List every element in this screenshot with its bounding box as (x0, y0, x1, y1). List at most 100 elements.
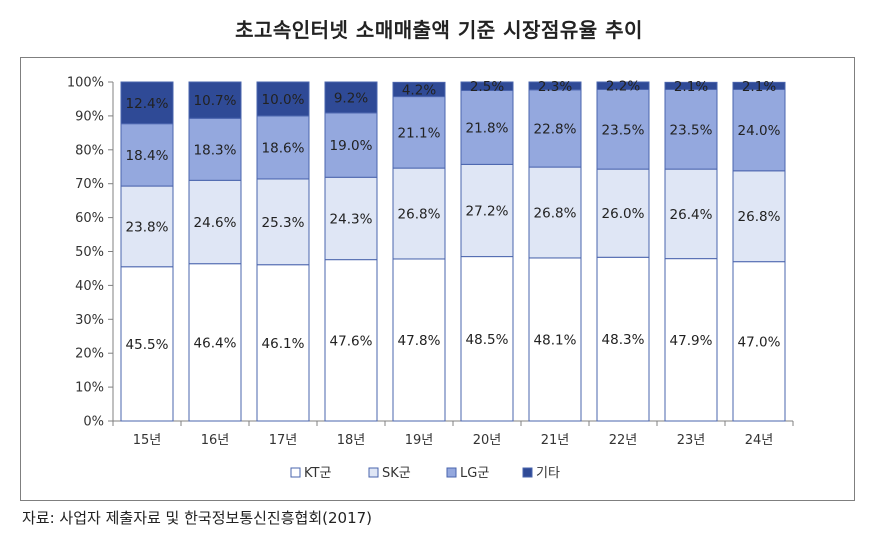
data-label: 23.5% (602, 122, 645, 138)
data-label: 22.8% (534, 121, 577, 137)
data-label: 18.6% (262, 140, 305, 156)
bar-segment (256, 115, 310, 180)
bar-segment (392, 96, 446, 169)
data-label: 2.2% (606, 79, 640, 95)
y-tick-label: 20% (75, 347, 104, 362)
data-label: 46.4% (194, 335, 237, 351)
data-label: 23.5% (670, 122, 713, 138)
data-label: 45.5% (126, 337, 169, 353)
bar-segment (188, 81, 242, 119)
bar-segment (732, 170, 786, 263)
x-tick-label: 23년 (677, 433, 706, 448)
data-label: 12.4% (126, 96, 169, 112)
data-label: 2.1% (674, 79, 708, 95)
data-label: 25.3% (262, 215, 305, 231)
data-label: 4.2% (402, 82, 436, 98)
y-tick-label: 100% (67, 76, 104, 91)
data-label: 47.0% (738, 334, 781, 350)
legend-label: KT군 (304, 466, 331, 481)
data-label: 10.7% (194, 93, 237, 109)
bar-segment (392, 258, 446, 422)
x-tick-label: 18년 (337, 433, 366, 448)
data-label: 19.0% (330, 138, 373, 154)
data-label: 23.8% (126, 219, 169, 235)
legend-swatch (446, 467, 457, 478)
bar-segment (732, 81, 786, 90)
bar-segment (596, 81, 650, 90)
data-label: 26.8% (398, 207, 441, 223)
y-tick-label: 50% (75, 245, 104, 260)
data-label: 2.5% (470, 79, 504, 95)
y-tick-label: 90% (75, 109, 104, 124)
data-label: 2.3% (538, 79, 572, 95)
bar-segment (664, 168, 718, 260)
y-tick-label: 0% (83, 415, 104, 430)
x-tick-label: 17년 (269, 433, 298, 448)
bar-segment (460, 256, 514, 422)
data-label: 46.1% (262, 336, 305, 352)
data-label: 27.2% (466, 203, 509, 219)
bar-segment (460, 163, 514, 258)
bar-segment (732, 261, 786, 422)
data-label: 48.5% (466, 332, 509, 348)
data-label: 26.8% (738, 209, 781, 225)
bar-segment (120, 81, 174, 125)
data-label: 47.8% (398, 333, 441, 349)
bar-segment (596, 256, 650, 422)
bar-segment (528, 81, 582, 91)
y-tick-label: 80% (75, 143, 104, 158)
x-tick-label: 20년 (473, 433, 502, 448)
bar-segment (324, 81, 378, 114)
legend-label: SK군 (382, 466, 411, 481)
legend-swatch (290, 467, 301, 478)
x-tick-label: 16년 (201, 433, 230, 448)
x-tick-label: 21년 (541, 433, 570, 448)
y-tick-label: 60% (75, 211, 104, 226)
x-tick-label: 24년 (745, 433, 774, 448)
data-label: 47.9% (670, 333, 713, 349)
bar-segment (256, 264, 310, 422)
bar-segment (528, 166, 582, 259)
legend-swatch (368, 467, 379, 478)
data-label: 21.8% (466, 120, 509, 136)
bar-segment (188, 117, 242, 181)
source-note: 자료: 사업자 제출자료 및 한국정보통신진흥협회(2017) (22, 509, 373, 527)
bar-segment (256, 81, 310, 117)
chart-frame (20, 57, 855, 501)
data-label: 10.0% (262, 92, 305, 108)
bar-segment (324, 176, 378, 261)
data-label: 18.4% (126, 148, 169, 164)
y-tick-label: 10% (75, 381, 104, 396)
data-label: 24.0% (738, 123, 781, 139)
data-label: 18.3% (194, 142, 237, 158)
bar-segment (460, 81, 514, 91)
data-label: 48.3% (602, 332, 645, 348)
y-tick-label: 70% (75, 177, 104, 192)
bar-segment (324, 112, 378, 178)
data-label: 9.2% (334, 90, 368, 106)
x-tick-label: 19년 (405, 433, 434, 448)
bar-segment (460, 89, 514, 165)
y-tick-label: 40% (75, 279, 104, 294)
bar-segment (596, 88, 650, 170)
bar-segment (664, 81, 718, 90)
bar-segment (188, 179, 242, 265)
chart-title: 초고속인터넷 소매매출액 기준 시장점유율 추이 (235, 18, 643, 42)
legend-label: 기타 (536, 466, 560, 481)
data-label: 26.0% (602, 206, 645, 222)
data-label: 2.1% (742, 79, 776, 95)
data-label: 47.6% (330, 333, 373, 349)
y-tick-label: 30% (75, 313, 104, 328)
bar-segment (120, 266, 174, 422)
x-tick-label: 15년 (133, 433, 162, 448)
legend-label: LG군 (460, 466, 489, 481)
bar-segment (528, 257, 582, 422)
bar-segment (392, 167, 446, 260)
bar-segment (392, 81, 446, 98)
data-label: 48.1% (534, 332, 577, 348)
bar-segment (732, 88, 786, 172)
data-label: 24.3% (330, 211, 373, 227)
bar-segment (188, 263, 242, 422)
legend-swatch (522, 467, 533, 478)
